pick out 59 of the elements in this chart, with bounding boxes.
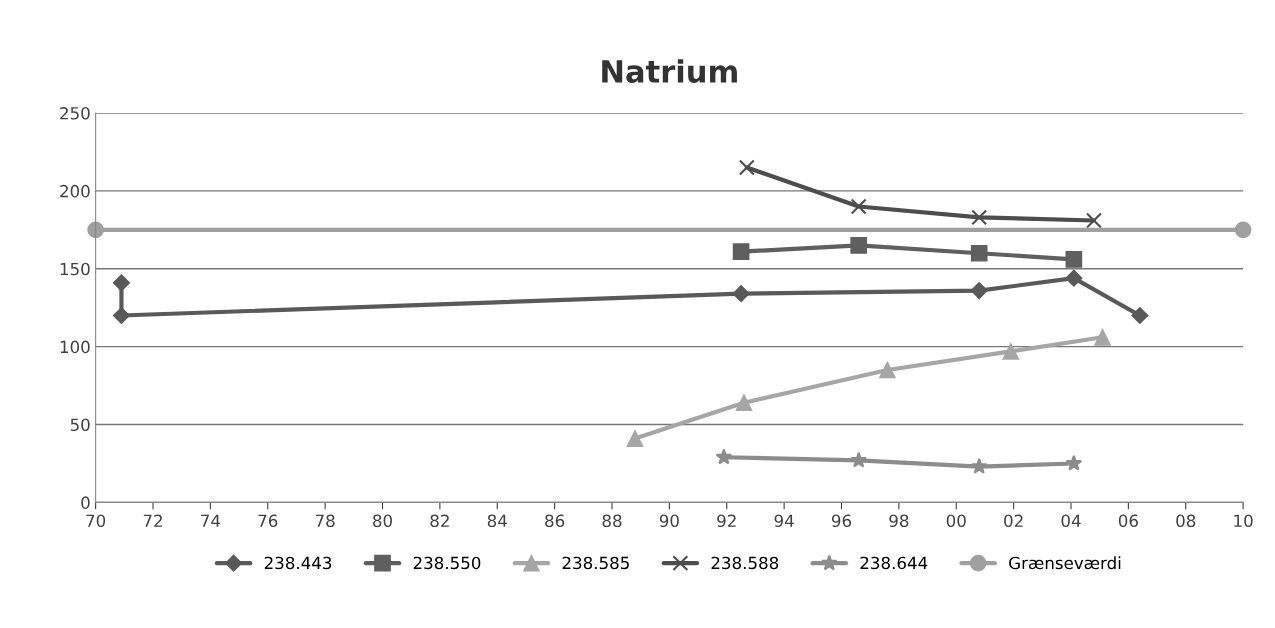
legend-label: Grænseværdi	[1009, 556, 1121, 570]
x-tick-label: 10	[1234, 514, 1253, 528]
x-tick-label: 80	[373, 514, 392, 528]
y-tick-label: 200	[60, 184, 90, 198]
x-tick-label: 04	[1061, 514, 1081, 528]
point	[1065, 269, 1083, 287]
y-tick-label: 0	[81, 496, 90, 509]
x-tick-label: 82	[430, 514, 449, 528]
point	[626, 430, 644, 447]
point	[87, 221, 104, 239]
x-tick-label: 84	[487, 514, 507, 528]
x-tick-label: 94	[774, 514, 794, 528]
x-tick-label: 70	[86, 514, 106, 528]
point	[732, 285, 750, 303]
point	[1065, 454, 1083, 471]
legend-label: 238.585	[562, 556, 629, 570]
point	[715, 448, 733, 465]
point	[850, 237, 868, 254]
point	[970, 282, 988, 300]
x-tick-label: 86	[545, 514, 565, 528]
point	[1094, 328, 1111, 346]
point	[970, 244, 988, 262]
x-tick-label: 74	[201, 514, 221, 527]
x-tick-label: 08	[1176, 514, 1196, 528]
point	[112, 306, 130, 325]
y-tick-label: 50	[70, 418, 90, 432]
point	[1065, 251, 1083, 268]
legend-label: 238.550	[413, 556, 481, 570]
y-tick-label: 250	[60, 107, 90, 120]
x-tick-label: 92	[717, 514, 736, 528]
x-tick-label: 72	[143, 514, 162, 527]
chart-title: Natrium	[602, 59, 737, 83]
point	[735, 394, 753, 412]
legend-label: 238.588	[711, 556, 779, 570]
point	[1131, 306, 1149, 325]
y-tick-label: 100	[60, 340, 90, 354]
point	[971, 209, 988, 226]
point	[850, 198, 867, 215]
x-tick-label: 90	[659, 514, 679, 528]
point	[850, 451, 868, 468]
y-tick-label: 150	[60, 262, 90, 276]
x-tick-label: 88	[602, 514, 622, 528]
point	[112, 274, 130, 292]
x-tick-label: 06	[1118, 514, 1138, 528]
point	[879, 361, 896, 379]
point	[738, 159, 755, 176]
x-tick-label: 00	[946, 514, 966, 528]
point	[1085, 212, 1102, 229]
legend-label: 238.443	[264, 556, 332, 570]
legend-label: 238.644	[860, 556, 928, 570]
x-tick-label: 78	[315, 514, 335, 528]
x-tick-label: 98	[889, 514, 909, 528]
point	[1002, 342, 1020, 360]
point	[732, 243, 750, 260]
x-tick-label: 02	[1004, 514, 1023, 528]
x-tick-label: 96	[831, 514, 852, 528]
point	[1234, 221, 1252, 239]
point	[970, 457, 988, 474]
x-tick-label: 76	[258, 514, 278, 528]
